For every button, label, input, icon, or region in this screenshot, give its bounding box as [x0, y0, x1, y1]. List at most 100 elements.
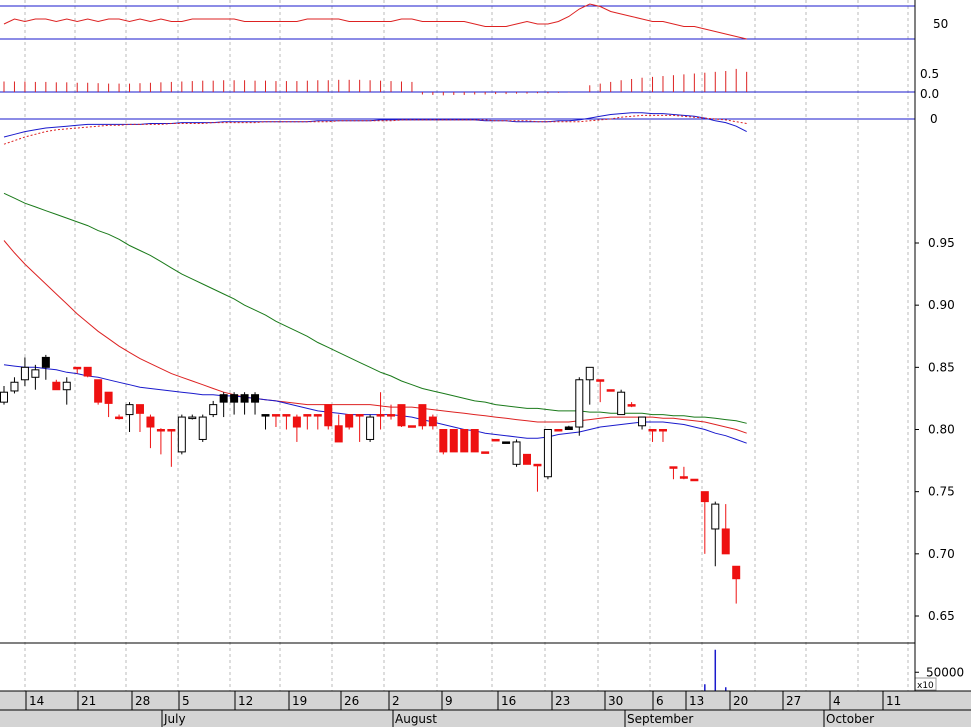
price-panel: 0.95 0.90 0.85 0.80 0.75 0.70 0.65 [0, 192, 955, 623]
volume-tick-label: 50000 [926, 665, 964, 679]
candle-body [617, 391, 626, 416]
month-label: August [395, 712, 437, 726]
candle [502, 441, 511, 444]
day-label: 23 [555, 694, 570, 708]
price-tick-label: 0.85 [928, 360, 955, 374]
candle-body [345, 414, 354, 428]
candle [460, 429, 469, 453]
candle [31, 364, 40, 390]
candle [481, 451, 490, 454]
candle-body [313, 414, 322, 417]
day-label: 26 [344, 694, 359, 708]
candle-body [219, 394, 228, 403]
candle [679, 466, 688, 480]
candle-body [460, 429, 469, 453]
candle [115, 414, 124, 420]
candle [523, 453, 531, 465]
candle-body [104, 391, 113, 404]
candle-body [627, 404, 636, 407]
candle [397, 404, 406, 428]
candle [638, 416, 647, 430]
top-indicator-panel: 50 [0, 3, 948, 40]
candle [282, 414, 291, 430]
candle-body [575, 379, 584, 428]
candle [292, 414, 301, 442]
candle [690, 478, 699, 482]
candle-body [700, 491, 709, 503]
histogram-bars [3, 68, 748, 96]
candle-body [512, 441, 521, 465]
macd-signal-line [3, 114, 747, 145]
moving-average-blue [3, 364, 747, 444]
candle-body [658, 429, 667, 432]
candle [334, 414, 343, 443]
macd-panel: 0 [0, 112, 938, 145]
candle-body [94, 379, 103, 403]
candle [533, 463, 542, 492]
candle-body [62, 381, 71, 391]
candle [104, 391, 113, 418]
candle-body [292, 416, 301, 428]
candle-body [491, 438, 500, 442]
candle [366, 414, 375, 442]
histogram-zero-label: 0.0 [920, 87, 939, 101]
candle [711, 501, 720, 567]
candle [449, 429, 458, 453]
day-label: 2 [392, 694, 400, 708]
candle-body [554, 429, 563, 432]
candle-body [334, 425, 343, 443]
candle [94, 379, 103, 405]
candle-body [41, 356, 50, 368]
day-label: 14 [29, 694, 44, 708]
candle-body [251, 394, 260, 403]
candle [543, 429, 552, 480]
price-tick-label: 0.70 [928, 547, 955, 561]
candle [324, 404, 333, 430]
candle [554, 429, 563, 432]
candle-body [177, 416, 186, 453]
candle-body [156, 429, 165, 432]
candle-body [271, 414, 280, 417]
candle [418, 404, 427, 430]
price-tick-label: 0.90 [928, 298, 955, 312]
candle-body [523, 453, 531, 465]
candle [125, 402, 134, 432]
candle-body [397, 404, 406, 427]
candle-body [73, 366, 82, 370]
candle-body [596, 379, 605, 382]
candle [596, 379, 605, 403]
candle-body [209, 404, 218, 416]
candle [428, 414, 437, 430]
candle [585, 366, 594, 405]
day-label: 4 [833, 694, 841, 708]
candle [721, 504, 730, 555]
candle-body [10, 381, 19, 392]
day-label: 5 [182, 694, 190, 708]
candle-body [167, 429, 176, 432]
candle [732, 565, 741, 604]
candle-body [407, 425, 416, 428]
candle [83, 366, 92, 378]
candle-body [230, 394, 239, 403]
candle [156, 428, 165, 455]
candle [648, 429, 657, 442]
volume-bars [704, 649, 727, 691]
candle [669, 466, 678, 480]
moving-average-red [3, 240, 747, 434]
candle-body [669, 466, 678, 469]
candle [52, 379, 61, 391]
month-label: September [627, 712, 693, 726]
day-label: 6 [656, 694, 664, 708]
candle-body [711, 503, 720, 530]
date-axis: 14 21 28 5 12 19 26 2 9 16 23 30 6 13 20 27 4 11 July Augu… [0, 690, 971, 727]
day-label: 19 [292, 694, 307, 708]
candle [491, 438, 500, 442]
candle-body [543, 429, 552, 478]
candle [387, 404, 396, 420]
day-label: 9 [445, 694, 453, 708]
candle [167, 429, 176, 467]
top-indicator-line [3, 3, 747, 40]
top-panel-label: 50 [933, 17, 948, 31]
day-label: 28 [135, 694, 150, 708]
